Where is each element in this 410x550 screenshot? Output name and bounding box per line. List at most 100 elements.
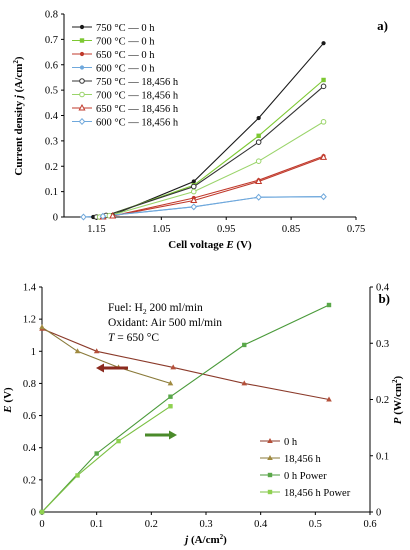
chart-a-legend-swatch-marker [78, 117, 86, 126]
chart-b-panel-label: b) [378, 291, 390, 306]
chart-b-x-tick-label: 0.3 [199, 519, 212, 530]
chart-b-left-tick-label: 1 [31, 347, 36, 358]
chart-b-right-tick-label: 0.3 [376, 339, 389, 350]
chart-a-data-point [255, 177, 263, 184]
chart-a-legend-swatch-marker [79, 51, 85, 57]
chart-a-y-tick-label: 0.6 [45, 60, 58, 71]
chart-b-data-point [39, 509, 45, 515]
chart-b-data-point [326, 396, 332, 402]
chart-a-data-point [255, 139, 262, 145]
chart-a-data-point [320, 83, 327, 90]
chart-a-legend-swatch-marker [79, 78, 85, 84]
chart-b-data-point [168, 404, 173, 409]
chart-b-right-tick-label: 0 [376, 508, 381, 519]
chart-b-annotation-fuel: Fuel: H2 200 ml/min [108, 302, 203, 316]
chart-b-left-tick-label: 0.8 [23, 379, 36, 390]
chart-a-data-point [190, 183, 197, 190]
chart-b-data-point [75, 473, 80, 478]
chart-b-x-axis-title: j (A/cm2) [183, 533, 227, 546]
chart-a-legend-label: 600 °C — 18,456 h [96, 117, 179, 128]
chart-b-x-tick-label: 0.1 [90, 519, 103, 530]
chart-b-data-point [74, 348, 81, 354]
chart-b-x-tick-label: 0.6 [363, 519, 376, 530]
chart-a-legend-label: 650 °C — 0 h [96, 50, 155, 61]
chart-a-legend-label: 650 °C — 18,456 h [96, 104, 179, 115]
chart-a-x-tick-label: 0.85 [282, 224, 300, 235]
chart-a-data-point [191, 179, 196, 184]
chart-b-series-line [41, 328, 330, 401]
chart-b-legend-label: 18,456 h [284, 454, 322, 465]
chart-a-x-axis-title: Cell voltage E (V) [168, 239, 252, 251]
chart-a-data-point [190, 196, 198, 204]
chart-a-x-tick-label: 0.75 [347, 224, 365, 235]
chart-b-series-line [41, 405, 171, 513]
chart-a-legend-item: 600 °C — 18,456 h [72, 117, 179, 128]
chart-a-y-axis-title: Current density j (A/cm2) [12, 56, 25, 175]
chart-b-x-tick-label: 0.4 [254, 519, 268, 530]
chart-b-legend-item: 18,456 h [260, 454, 322, 465]
chart-a-legend-item: 700 °C — 18,456 h [72, 90, 179, 101]
chart-b-data-point [39, 324, 45, 330]
chart-a-data-point [321, 77, 326, 83]
chart-b-data-point [93, 348, 100, 354]
chart-a-legend-item: 750 °C — 0 h [72, 23, 155, 34]
chart-a-data-point [80, 213, 87, 221]
chart-b: 00.20.40.60.811.21.4 00.10.20.30.4 0 0.1 0… [2, 283, 404, 547]
chart-b-x-ticks: 0 0.1 0.2 0.3 0.4 0.5 0.6 [39, 512, 377, 530]
chart-a-x-tick-label: 1.15 [87, 224, 105, 235]
chart-b-data-point [242, 342, 247, 348]
chart-a-x-ticks: 1.15 1.05 0.95 0.85 0.75 [87, 217, 365, 235]
chart-a-y-tick-label: 0.2 [45, 162, 58, 173]
chart-b-left-axis-title: E (V) [2, 387, 14, 414]
chart-a: 0 0.1 0.2 0.3 0.4 0.5 0.6 0.7 0.8 1.15 1.05 0.95 0.… [12, 10, 388, 252]
chart-b-left-tick-label: 0.2 [23, 475, 36, 486]
chart-a-y-tick-label: 0.7 [45, 35, 58, 46]
chart-b-left-tick-label: 0 [31, 508, 36, 519]
chart-b-data-point [170, 364, 176, 370]
chart-a-legend-swatch-marker [79, 24, 85, 30]
chart-a-legend-label: 600 °C — 0 h [96, 63, 155, 74]
chart-a-data-point [99, 212, 107, 220]
chart-b-x-tick-label: 0 [39, 519, 44, 530]
chart-b-legend-item: 18,456 h Power [260, 488, 351, 499]
chart-a-legend-item: 750 °C — 18,456 h [72, 77, 179, 88]
chart-a-legend-item: 700 °C — 0 h [72, 36, 155, 47]
chart-a-data-point [320, 193, 327, 201]
chart-a-legend-label: 750 °C — 18,456 h [96, 77, 179, 88]
chart-b-legend-item: 0 h Power [260, 471, 327, 482]
chart-a-data-point [255, 193, 262, 201]
chart-a-legend-label: 700 °C — 0 h [96, 36, 155, 47]
chart-b-annotation-oxidant: Oxidant: Air 500 ml/min [108, 317, 222, 329]
chart-b-right-tick-label: 0.4 [376, 283, 390, 294]
chart-b-data-point [167, 380, 174, 386]
chart-a-x-tick-label: 1.05 [152, 224, 170, 235]
chart-a-series-markers [80, 41, 328, 221]
chart-a-y-tick-label: 0.5 [45, 86, 58, 97]
chart-b-legend: 0 h 18,456 h 0 h Power 18,456 h Power [260, 437, 351, 499]
chart-a-legend-item: 650 °C — 0 h [72, 50, 155, 61]
chart-b-data-point [326, 302, 332, 308]
chart-a-y-tick-label: 0 [53, 213, 58, 224]
chart-b-left-tick-label: 0.6 [23, 411, 36, 422]
chart-b-data-point [94, 451, 99, 456]
chart-b-right-axis-title: P (W/cm2) [391, 375, 404, 424]
chart-a-y-tick-label: 0.3 [45, 136, 58, 147]
chart-b-series-markers [39, 302, 332, 515]
chart-a-x-tick-label: 0.95 [217, 224, 235, 235]
chart-a-y-tick-label: 0.1 [45, 187, 58, 198]
chart-b-data-point [168, 394, 173, 399]
chart-b-data-point [241, 380, 248, 386]
chart-a-legend-swatch-marker [79, 38, 85, 43]
chart-a-legend-item: 650 °C — 18,456 h [72, 104, 179, 115]
chart-a-series-line [83, 196, 324, 218]
chart-b-legend-label: 0 h [284, 437, 298, 448]
chart-b-legend-swatch-marker [267, 472, 273, 478]
chart-a-legend: 750 °C — 0 h 700 °C — 0 h 650 °C — 0 h 600 … [72, 23, 179, 128]
chart-a-legend-item: 600 °C — 0 h [72, 63, 155, 74]
chart-a-data-point [190, 188, 197, 195]
chart-b-x-tick-label: 0.5 [309, 519, 322, 530]
chart-a-legend-swatch-marker [79, 65, 85, 70]
chart-b-left-tick-label: 1.4 [23, 283, 37, 294]
chart-a-legend-label: 750 °C — 0 h [96, 23, 155, 34]
chart-b-right-tick-label: 0.2 [376, 395, 389, 406]
